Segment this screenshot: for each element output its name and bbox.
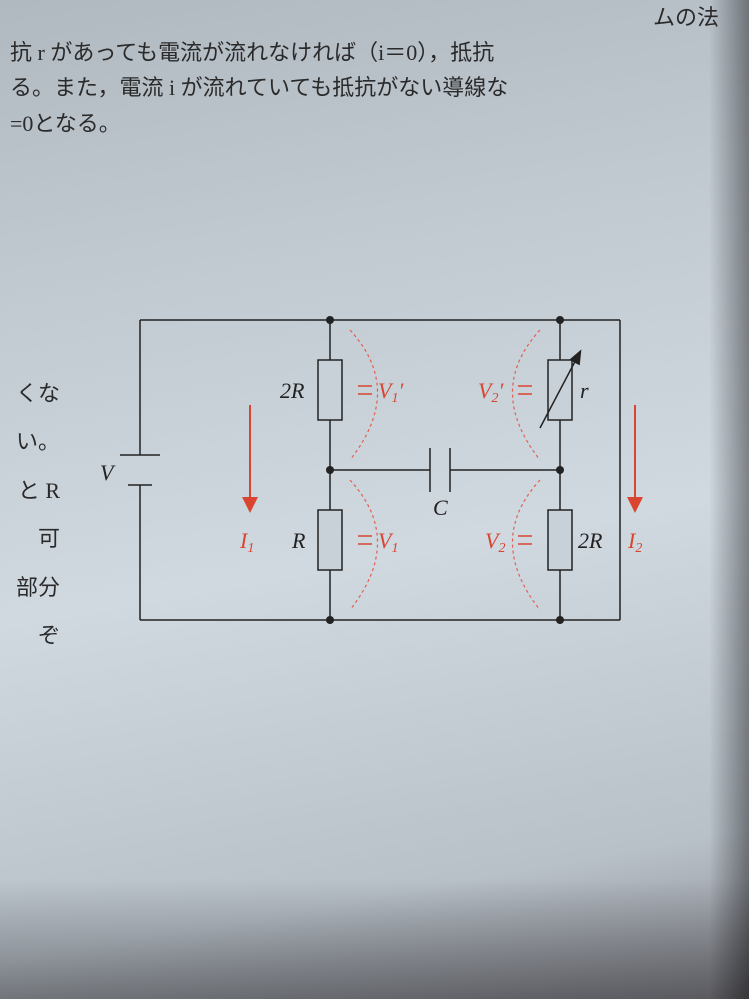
- text-line-1: 抗 r があっても電流が流れなければ（i＝0），抵抗: [10, 35, 719, 70]
- text-line-suffix: ムの法: [10, 0, 719, 35]
- svg-text:r: r: [580, 378, 589, 403]
- resistor-2R-bottom-right: [548, 510, 572, 570]
- left-margin-text: くな い。 と R 可 部分 ぞ: [0, 370, 60, 660]
- svg-text:V2′: V2′: [478, 378, 504, 406]
- resistor-R-bottom-left: [318, 510, 342, 570]
- left-l2: い。: [0, 418, 60, 466]
- left-l3: と R: [0, 467, 60, 515]
- circuit-diagram: V C 2R R r 2R V1′ V1 V2′ V2: [100, 290, 660, 650]
- left-l1: くな: [0, 370, 60, 418]
- text-line-3: =0となる。: [10, 106, 719, 141]
- capacitor-label: C: [433, 495, 448, 520]
- svg-text:I1: I1: [239, 528, 254, 556]
- left-l5: 部分: [0, 564, 60, 612]
- svg-text:I2: I2: [627, 528, 642, 556]
- svg-text:2R: 2R: [578, 528, 603, 553]
- svg-text:R: R: [291, 528, 306, 553]
- resistor-2R-top-left: [318, 360, 342, 420]
- left-l4: 可: [0, 515, 60, 563]
- left-l6: ぞ: [0, 612, 60, 660]
- battery-label: V: [100, 460, 116, 485]
- text-line-2: る。また，電流 i が流れていても抵抗がない導線な: [10, 70, 719, 105]
- svg-text:V1: V1: [378, 528, 398, 556]
- svg-text:V2: V2: [485, 528, 505, 556]
- svg-text:V1′: V1′: [378, 378, 404, 406]
- svg-text:2R: 2R: [280, 378, 305, 403]
- page-bottom-shadow: [0, 879, 749, 999]
- top-paragraph: ムの法 抗 r があっても電流が流れなければ（i＝0），抵抗 る。また，電流 i…: [0, 0, 729, 141]
- page-fold-shadow: [709, 0, 749, 999]
